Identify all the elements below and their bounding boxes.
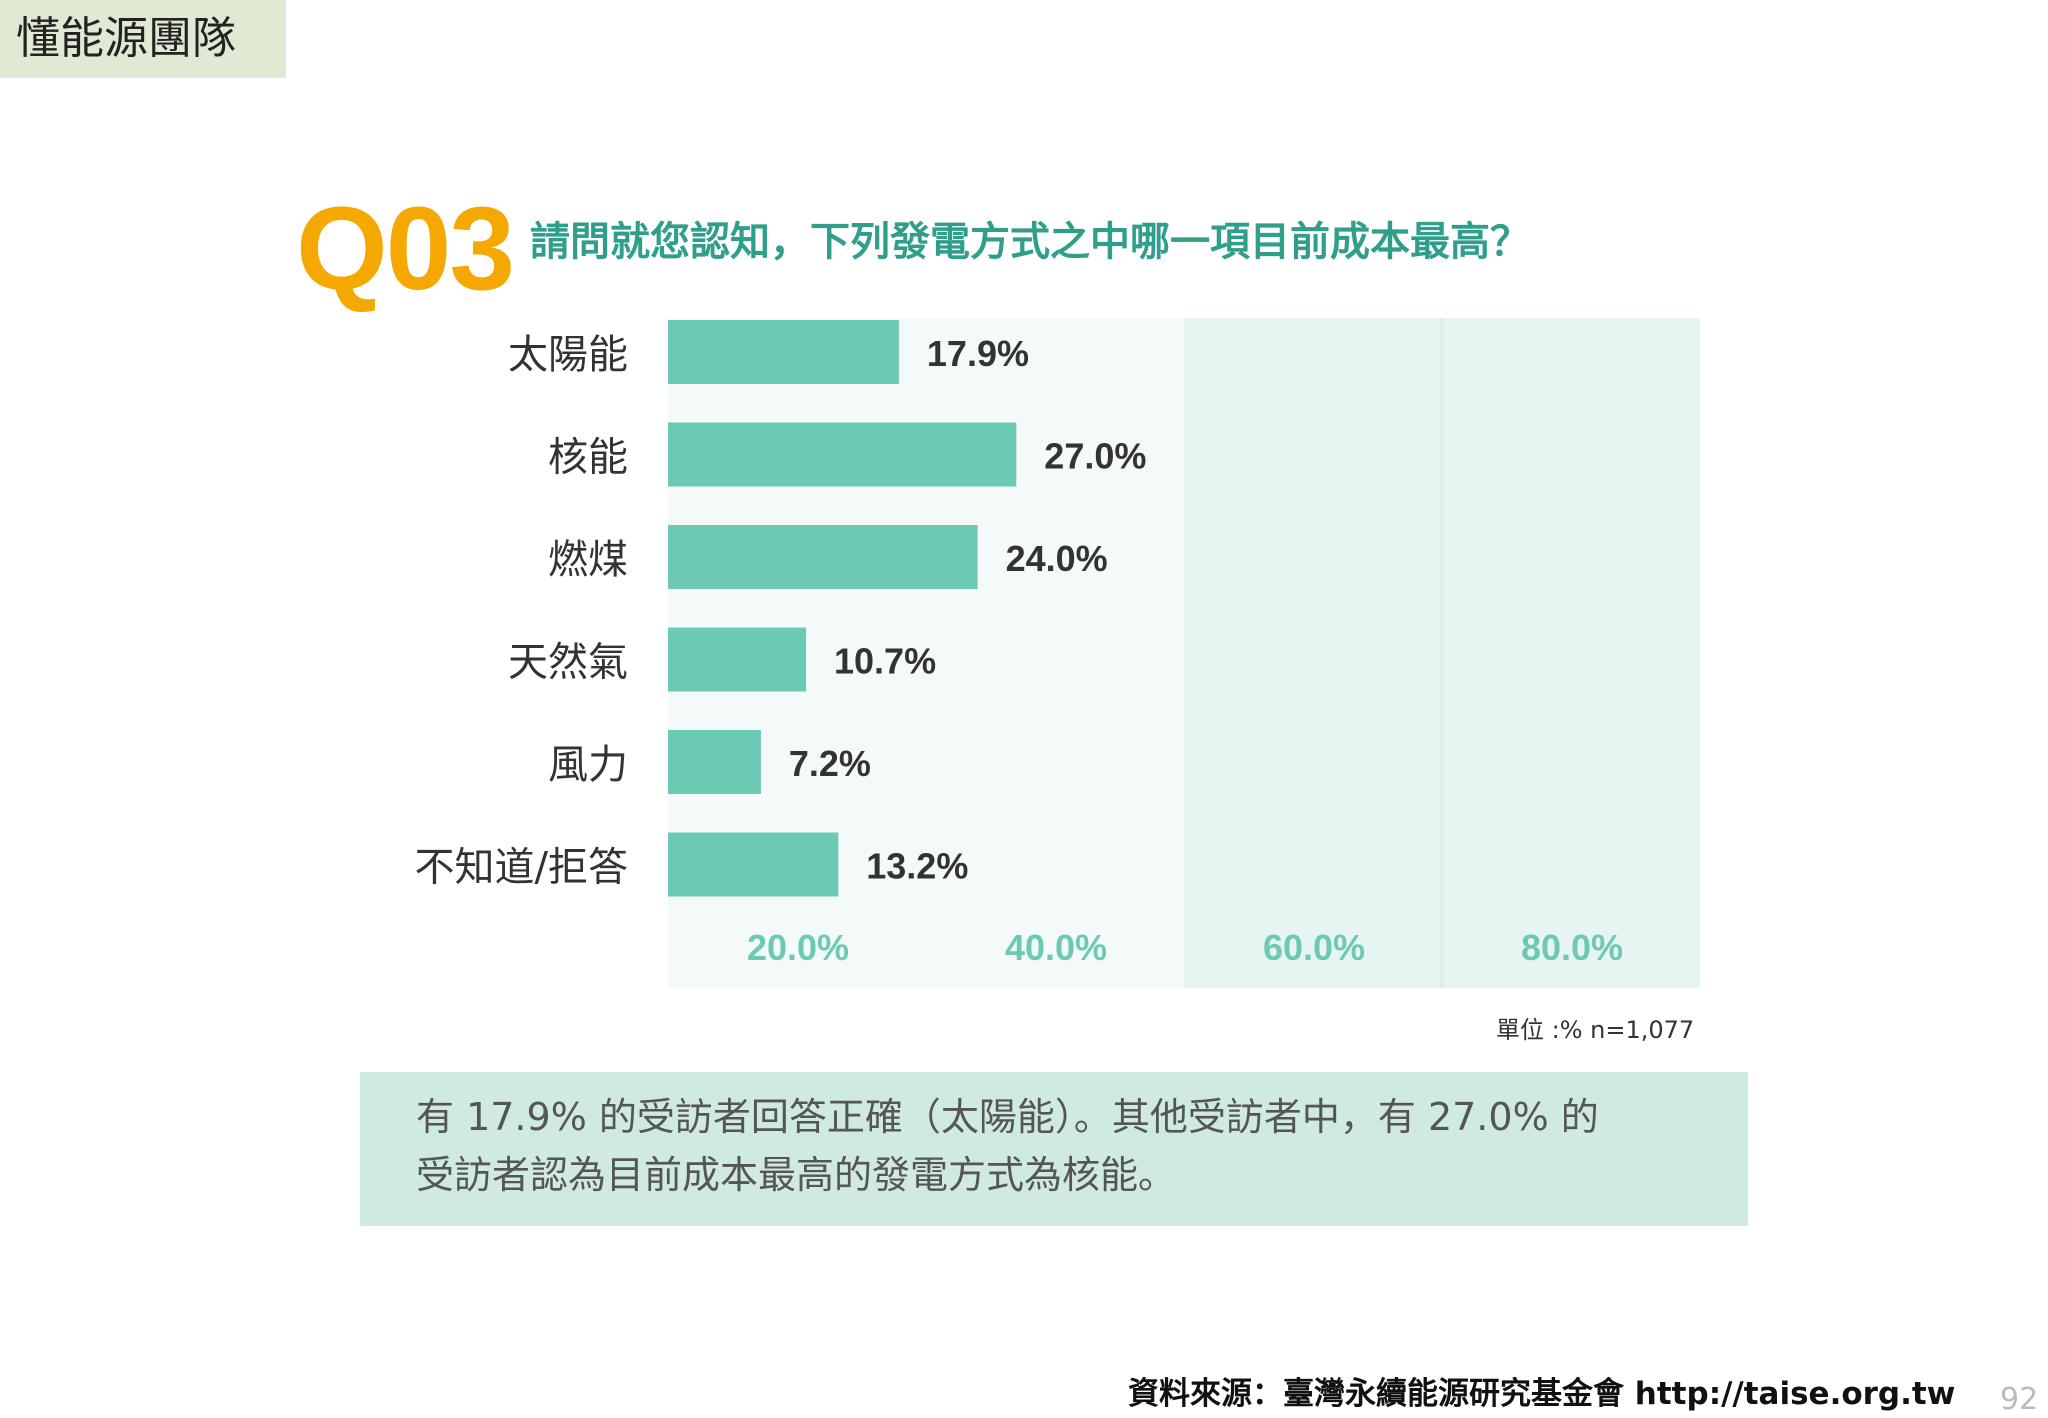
bar [668, 525, 978, 589]
category-label: 風力 [548, 742, 628, 788]
bar [668, 422, 1017, 487]
x-tick-label: 80.0% [1521, 927, 1623, 968]
data-label: 27.0% [1044, 436, 1146, 477]
x-tick-label: 40.0% [1005, 927, 1107, 968]
data-label: 7.2% [789, 743, 871, 784]
question-number: Q03 [296, 183, 515, 315]
category-label: 天然氣 [508, 640, 628, 686]
data-label: 24.0% [1006, 538, 1108, 579]
data-label: 13.2% [866, 846, 968, 887]
bar [668, 832, 839, 897]
bar [668, 320, 899, 384]
unit-note: 單位 :% n=1,077 [1496, 1016, 1695, 1044]
bar [668, 627, 807, 692]
summary-box: 有 17.9% 的受訪者回答正確（太陽能）。其他受訪者中，有 27.0% 的 受… [360, 1072, 1748, 1226]
category-label: 太陽能 [508, 332, 628, 378]
category-label: 核能 [548, 435, 628, 481]
x-tick-label: 20.0% [747, 927, 849, 968]
team-badge: 懂能源團隊 [0, 0, 286, 78]
source-citation: 資料來源：臺灣永續能源研究基金會 http://taise.org.tw [1128, 1376, 1956, 1412]
question-text: 請問就您認知，下列發電方式之中哪一項目前成本最高？ [530, 219, 1530, 265]
bar [668, 730, 761, 794]
summary-line-2: 受訪者認為目前成本最高的發電方式為核能。 [416, 1153, 1177, 1197]
data-label: 10.7% [834, 641, 936, 682]
bar-chart: 太陽能 17.9% 核能 27.0% 燃煤 24.0% 天然氣 10.7% 風力 7.2% 不知道/… [415, 318, 1700, 988]
data-label: 17.9% [927, 333, 1029, 374]
x-tick-label: 60.0% [1263, 927, 1365, 968]
page-number: 92 [2000, 1382, 2039, 1417]
category-label: 不知道/拒答 [415, 845, 628, 891]
summary-line-1: 有 17.9% 的受訪者回答正確（太陽能）。其他受訪者中，有 27.0% 的 [416, 1095, 1599, 1139]
category-label: 燃煤 [548, 537, 628, 583]
